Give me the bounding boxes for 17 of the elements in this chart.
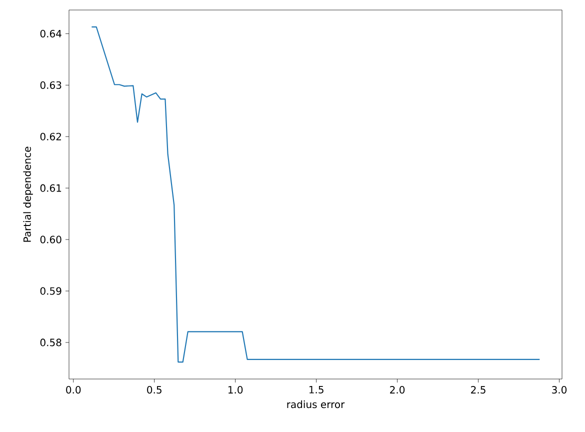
- x-tick-label: 0.0: [66, 386, 81, 394]
- line-series: [91, 26, 540, 363]
- y-tick-label: 0.62: [40, 132, 61, 140]
- y-tick-label: 0.60: [40, 236, 62, 244]
- y-tick-label: 0.63: [40, 81, 62, 89]
- x-tick-label: 1.5: [309, 386, 324, 394]
- y-tick-label: 0.64: [40, 30, 62, 38]
- x-tick-label: 2.0: [390, 386, 405, 394]
- y-tick-label: 0.59: [40, 287, 62, 295]
- x-tick-label: 1.0: [228, 386, 243, 394]
- x-tick-label: 2.5: [471, 386, 486, 394]
- y-axis-title: Partial dependence: [23, 146, 33, 242]
- y-tick-label: 0.61: [40, 184, 62, 192]
- x-tick-label: 0.5: [147, 386, 162, 394]
- x-tick-label: 3.0: [552, 386, 567, 394]
- x-axis-title: radius error: [287, 400, 345, 408]
- y-tick-label: 0.58: [40, 338, 62, 346]
